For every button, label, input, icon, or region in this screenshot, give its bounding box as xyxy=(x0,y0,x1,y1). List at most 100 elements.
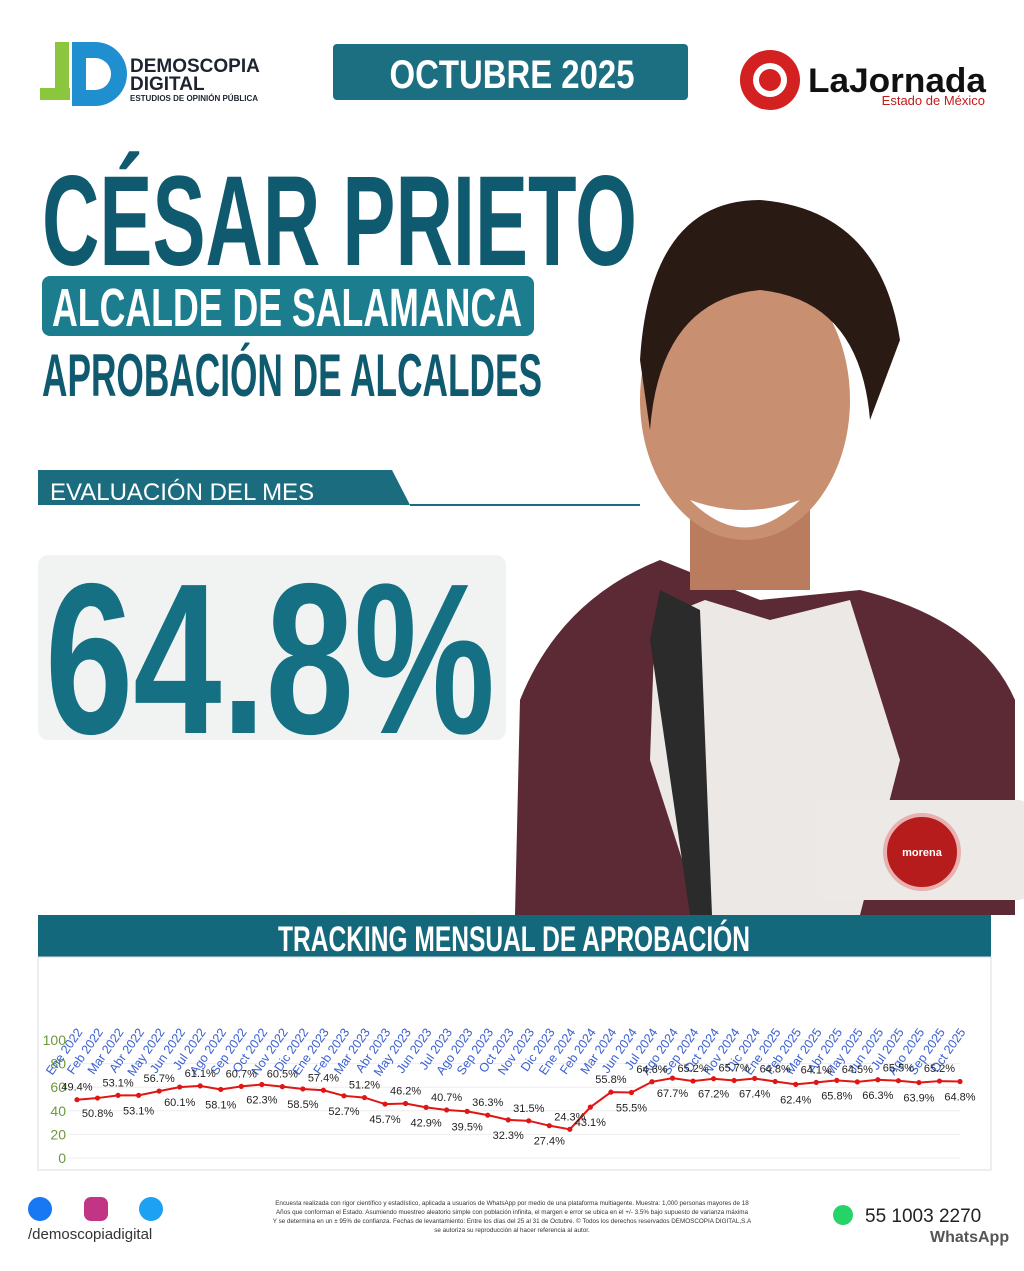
value-label: 60.5% xyxy=(267,1069,298,1081)
party: morena xyxy=(902,847,943,859)
value-label: 32.3% xyxy=(493,1130,524,1142)
value-label: 67.4% xyxy=(739,1088,770,1100)
point xyxy=(731,1077,737,1084)
position-box xyxy=(42,276,534,336)
value-label: 65.5% xyxy=(883,1063,914,1075)
value-label: 49.4% xyxy=(61,1082,92,1094)
point xyxy=(218,1086,224,1093)
value-label: 53.1% xyxy=(123,1105,154,1117)
value-label: 64.8% xyxy=(944,1092,975,1104)
point xyxy=(854,1079,860,1085)
value-label: 64.5% xyxy=(842,1064,873,1076)
name: CÉSAR PRIETO xyxy=(42,150,637,293)
value-label: 58.5% xyxy=(287,1099,318,1111)
value-label: 60.7% xyxy=(226,1068,257,1080)
position: ALCALDE DE SALAMANCA xyxy=(52,278,522,338)
point xyxy=(238,1083,244,1089)
value-label: 31.5% xyxy=(513,1103,544,1115)
point xyxy=(834,1077,840,1083)
point xyxy=(936,1078,943,1084)
point xyxy=(875,1077,881,1083)
party-logo xyxy=(883,813,961,891)
point xyxy=(526,1118,532,1124)
value-label: 27.4% xyxy=(534,1136,565,1148)
evaluation-box xyxy=(38,555,506,740)
point xyxy=(505,1117,511,1123)
point xyxy=(957,1078,963,1085)
value-label: 62.4% xyxy=(780,1094,811,1106)
point xyxy=(136,1092,142,1098)
value-label: 64.6% xyxy=(636,1064,667,1076)
value-label: 67.2% xyxy=(698,1089,729,1101)
value-label: 62.3% xyxy=(246,1094,277,1106)
whatsapp-icon xyxy=(833,1205,853,1225)
point xyxy=(793,1081,799,1087)
value-label: 65.2% xyxy=(677,1063,708,1075)
point xyxy=(608,1089,614,1095)
survey: APROBACIÓN DE ALCALDES xyxy=(42,342,542,409)
evaluation-label: EVALUACIÓN DEL MES xyxy=(50,479,314,506)
point xyxy=(94,1095,101,1101)
point xyxy=(464,1108,470,1114)
y-tick-label: 80 xyxy=(50,1056,66,1072)
brand: DIGITAL xyxy=(130,74,205,95)
value-label: 56.7% xyxy=(144,1073,175,1085)
value-label: 64.8% xyxy=(760,1064,791,1076)
point xyxy=(423,1104,429,1110)
point xyxy=(115,1092,121,1098)
value-label: 24.3% xyxy=(554,1111,585,1123)
y-tick-label: 60 xyxy=(50,1079,66,1095)
social-handle: /demoscopiadigital xyxy=(28,1226,152,1243)
point xyxy=(279,1084,285,1090)
outlet-logo xyxy=(740,50,800,110)
value-label: 60.1% xyxy=(164,1097,195,1109)
value-label: 63.9% xyxy=(903,1093,934,1105)
disclaimer: Y se determina en un ± 95% de confianza.… xyxy=(273,1217,752,1225)
point xyxy=(567,1126,573,1132)
outlet-region: Estado de México xyxy=(882,93,985,108)
point xyxy=(669,1075,676,1081)
social-icons xyxy=(28,1197,163,1221)
disclaimer: se autoriza su reproducción al hacer ref… xyxy=(434,1227,590,1234)
value-label: 55.5% xyxy=(616,1103,647,1115)
value-label: 55.8% xyxy=(595,1074,626,1086)
point xyxy=(752,1075,758,1082)
point xyxy=(485,1112,491,1118)
point xyxy=(813,1079,819,1085)
point xyxy=(587,1104,593,1110)
y-tick-label: 0 xyxy=(58,1150,66,1166)
y-tick-label: 20 xyxy=(50,1126,66,1142)
value-label: 51.2% xyxy=(349,1080,380,1092)
value-label: 58.1% xyxy=(205,1099,236,1111)
line xyxy=(76,1077,961,1131)
value-label: 65.2% xyxy=(924,1063,955,1075)
value-label: 46.2% xyxy=(390,1085,421,1097)
whatsapp: WhatsApp xyxy=(930,1229,1009,1246)
point xyxy=(772,1078,778,1085)
point xyxy=(259,1081,265,1088)
value-label: 57.4% xyxy=(308,1072,339,1084)
value-label: 52.7% xyxy=(328,1106,359,1118)
brand-logo xyxy=(40,42,127,106)
value-label: 61.1% xyxy=(185,1068,216,1080)
value-label: 53.1% xyxy=(102,1077,133,1089)
brand: DEMOSCOPIA xyxy=(130,56,260,77)
value-label: 39.5% xyxy=(452,1121,483,1133)
point xyxy=(649,1079,655,1085)
date-box xyxy=(333,44,688,100)
value-label: 42.9% xyxy=(410,1117,441,1129)
point xyxy=(156,1088,162,1094)
value-label: 43.1% xyxy=(575,1117,606,1129)
value-label: 67.7% xyxy=(657,1088,688,1100)
chart-title: TRACKING MENSUAL DE APROBACIÓN xyxy=(278,919,750,959)
disclaimer: Encuesta realizada con rigor científico … xyxy=(275,1200,749,1207)
brand-tagline: ESTUDIOS DE OPINIÓN PÚBLICA xyxy=(130,94,258,103)
value-label: 40.7% xyxy=(431,1092,462,1104)
point xyxy=(916,1079,922,1086)
y-tick-label: 100 xyxy=(43,1032,67,1048)
point xyxy=(402,1100,409,1107)
point xyxy=(361,1094,368,1101)
